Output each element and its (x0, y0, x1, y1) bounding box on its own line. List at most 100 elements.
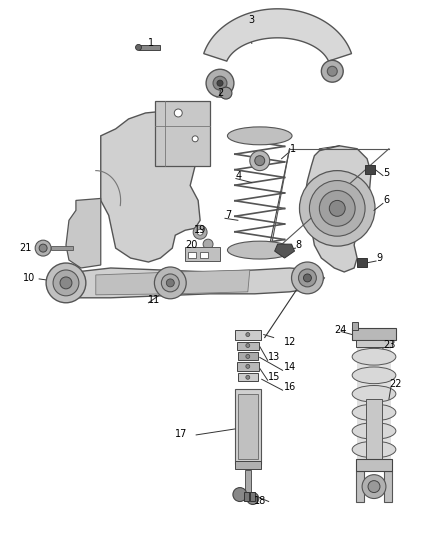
Text: 6: 6 (383, 196, 389, 205)
Text: 9: 9 (376, 253, 382, 263)
Bar (185, 247, 220, 261)
Text: 18: 18 (254, 496, 266, 505)
Bar (366, 399, 382, 459)
Polygon shape (101, 111, 205, 262)
Bar (357, 348, 391, 459)
Bar (352, 328, 396, 340)
Polygon shape (66, 198, 101, 268)
Bar (245, 470, 251, 491)
Circle shape (292, 262, 323, 294)
Bar (235, 389, 261, 464)
Circle shape (250, 151, 270, 171)
Bar (244, 491, 249, 500)
Bar (188, 252, 196, 258)
Circle shape (220, 87, 232, 99)
Circle shape (304, 274, 311, 282)
Bar (365, 165, 375, 174)
Bar (238, 394, 258, 459)
Circle shape (246, 375, 250, 379)
Circle shape (135, 44, 141, 51)
Text: 20: 20 (185, 240, 198, 250)
Circle shape (368, 481, 380, 492)
Polygon shape (53, 268, 324, 298)
Circle shape (213, 76, 227, 90)
Circle shape (246, 354, 250, 358)
Bar (250, 491, 255, 500)
Text: 1: 1 (290, 144, 296, 154)
Circle shape (166, 279, 174, 287)
Circle shape (298, 269, 316, 287)
Circle shape (193, 225, 207, 239)
Circle shape (203, 239, 213, 249)
Circle shape (39, 244, 47, 252)
Circle shape (321, 60, 343, 82)
Circle shape (233, 488, 247, 502)
Text: 4: 4 (236, 171, 242, 181)
Bar (384, 471, 392, 503)
Text: 3: 3 (248, 14, 254, 25)
Circle shape (155, 267, 186, 299)
Circle shape (255, 156, 265, 166)
Bar (356, 459, 392, 471)
Ellipse shape (352, 404, 396, 421)
Text: 14: 14 (283, 362, 296, 373)
Circle shape (35, 240, 51, 256)
Circle shape (192, 136, 198, 142)
Bar (51, 246, 73, 250)
Text: 7: 7 (225, 211, 231, 220)
Text: 8: 8 (296, 240, 302, 250)
Text: 1: 1 (148, 38, 155, 49)
Circle shape (217, 80, 223, 86)
Circle shape (246, 333, 250, 336)
Text: 19: 19 (194, 225, 206, 235)
Bar (356, 471, 364, 503)
Text: 10: 10 (23, 273, 35, 283)
Circle shape (309, 181, 365, 236)
Bar (352, 321, 358, 329)
Text: 16: 16 (283, 382, 296, 392)
Text: 24: 24 (334, 325, 346, 335)
Text: 5: 5 (383, 167, 389, 177)
Text: 12: 12 (283, 336, 296, 346)
Ellipse shape (352, 441, 396, 458)
Text: 22: 22 (389, 379, 401, 389)
Circle shape (247, 492, 259, 504)
Circle shape (206, 69, 234, 97)
Bar (200, 252, 208, 258)
Text: 15: 15 (268, 372, 280, 382)
Circle shape (53, 270, 79, 296)
Ellipse shape (227, 127, 292, 145)
Circle shape (329, 200, 345, 216)
Bar (237, 342, 259, 351)
Text: 11: 11 (148, 295, 161, 305)
Polygon shape (204, 9, 352, 61)
Circle shape (327, 66, 337, 76)
Polygon shape (96, 270, 250, 295)
Ellipse shape (227, 241, 292, 259)
Bar (138, 45, 160, 51)
Bar (356, 340, 392, 348)
Circle shape (174, 109, 182, 117)
Circle shape (60, 277, 72, 289)
Circle shape (246, 343, 250, 348)
Circle shape (246, 365, 250, 368)
Circle shape (46, 263, 86, 303)
Circle shape (161, 274, 179, 292)
Text: 21: 21 (19, 243, 32, 253)
Bar (238, 373, 258, 381)
Polygon shape (304, 146, 371, 272)
Text: 17: 17 (175, 429, 187, 439)
Bar (237, 362, 259, 372)
Ellipse shape (352, 367, 396, 384)
Bar (235, 329, 261, 340)
Text: 23: 23 (383, 341, 396, 351)
Ellipse shape (352, 385, 396, 402)
Polygon shape (275, 244, 294, 258)
Bar (155, 101, 210, 166)
Ellipse shape (352, 423, 396, 439)
Bar (357, 258, 367, 267)
Ellipse shape (352, 349, 396, 365)
Text: 2: 2 (217, 88, 223, 98)
Bar (235, 461, 261, 469)
Bar (238, 352, 258, 360)
